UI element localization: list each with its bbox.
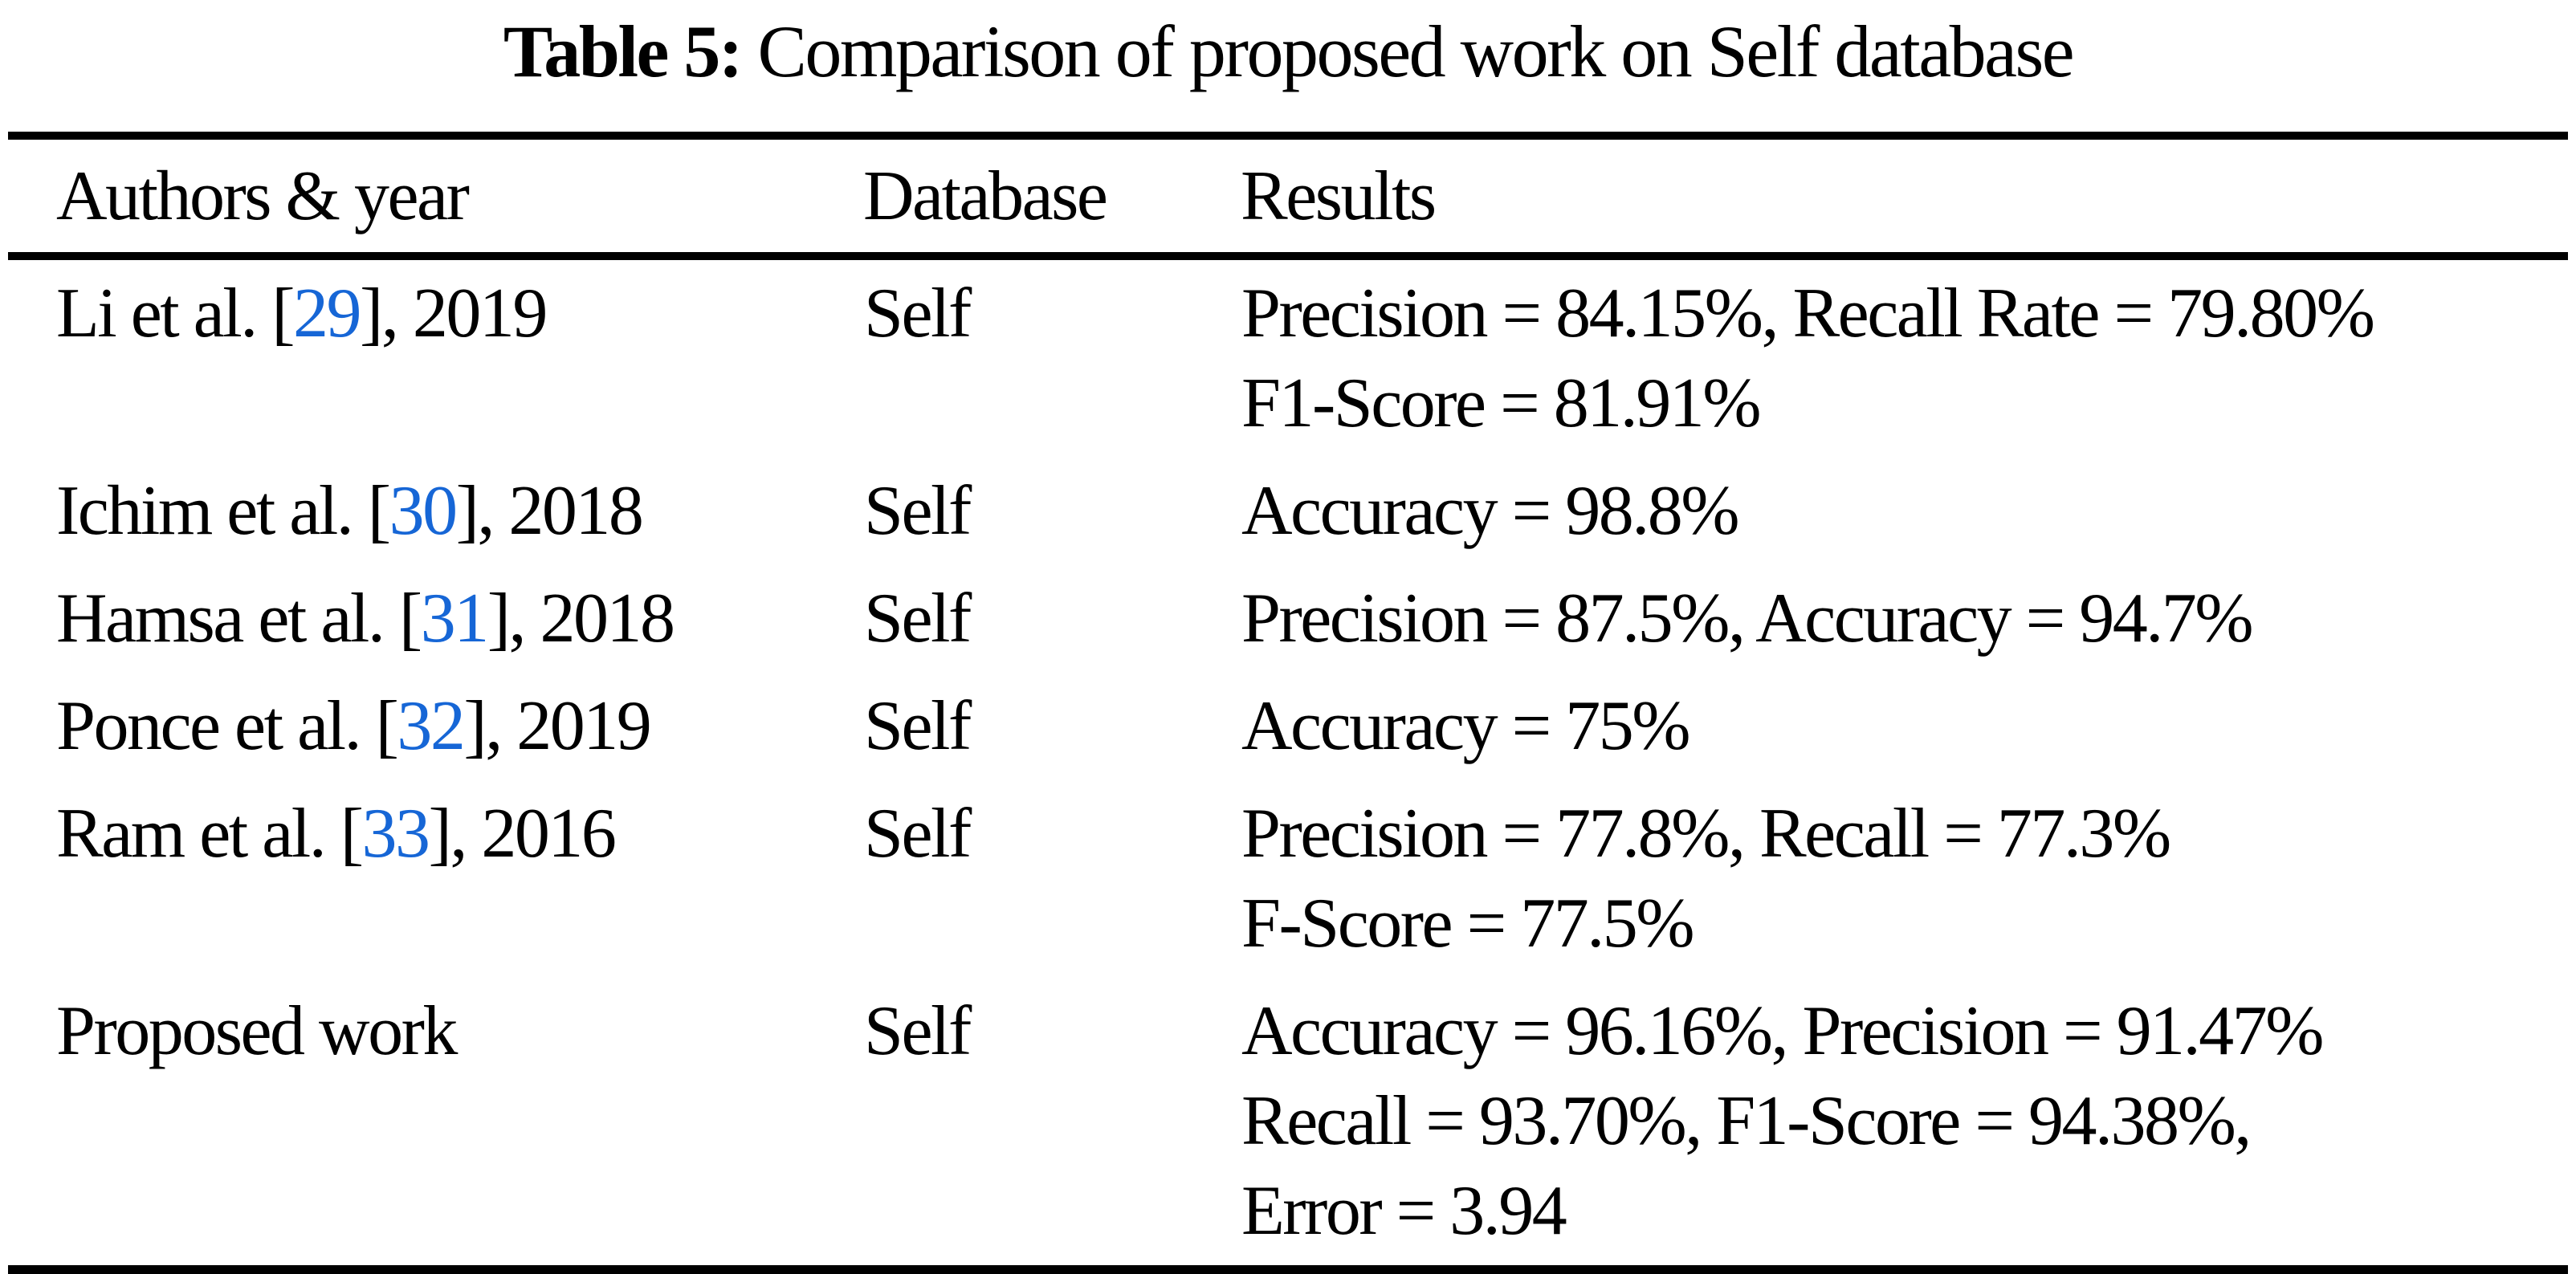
table-row: Ponce et al. [32], 2019 Self Accuracy = … — [8, 673, 2568, 780]
table-row: Ichim et al. [30], 2018 Self Accuracy = … — [8, 458, 2568, 565]
table-caption-label: Table 5: — [503, 10, 744, 92]
table-row: Ram et al. [33], 2016 Self Precision = 7… — [8, 780, 2568, 978]
authors-year-text: ], 2016 — [428, 795, 617, 873]
table-row: Li et al. [29], 2019 Self Precision = 84… — [8, 256, 2568, 458]
database-cell: Self — [864, 580, 972, 657]
citation-link[interactable]: 30 — [389, 472, 459, 550]
database-cell: Self — [864, 687, 972, 765]
result-line: Precision = 87.5%, Accuracy = 94.7% — [1241, 580, 2254, 657]
results-cell: Accuracy = 96.16%, Precision = 91.47% Re… — [1241, 978, 2568, 1270]
column-header-database: Database — [863, 136, 1241, 260]
authors-cell: Ram et al. [33], 2016 — [8, 780, 863, 978]
result-line: Recall = 93.70%, F1-Score = 94.38%, — [1241, 1082, 2252, 1160]
citation-link[interactable]: 31 — [420, 580, 490, 657]
database-cell: Self — [864, 992, 972, 1070]
citation-link[interactable]: 29 — [293, 275, 362, 352]
authors-cell: Ichim et al. [30], 2018 — [8, 458, 863, 565]
column-header-authors: Authors & year — [8, 136, 863, 260]
authors-text: Ram et al. [ — [56, 795, 364, 873]
table-caption: Table 5: Comparison of proposed work on … — [0, 0, 2576, 132]
comparison-table: Authors & year Database Results Li et al… — [8, 132, 2568, 1274]
results-cell: Accuracy = 98.8% — [1241, 458, 2568, 565]
column-header-results: Results — [1241, 136, 2568, 260]
authors-text: Proposed work — [56, 992, 458, 1070]
authors-cell: Proposed work — [8, 978, 863, 1270]
results-cell: Accuracy = 75% — [1241, 673, 2568, 780]
database-cell: Self — [864, 795, 972, 873]
header-row: Authors & year Database Results — [8, 136, 2568, 260]
table-row: Hamsa et al. [31], 2018 Self Precision =… — [8, 565, 2568, 673]
result-line: F1-Score = 81.91% — [1241, 364, 1762, 442]
authors-cell: Ponce et al. [32], 2019 — [8, 673, 863, 780]
result-line: Accuracy = 75% — [1241, 687, 1691, 765]
authors-text: Hamsa et al. [ — [56, 580, 422, 657]
database-cell: Self — [864, 275, 972, 352]
result-line: Precision = 84.15%, Recall Rate = 79.80% — [1241, 275, 2375, 352]
authors-cell: Li et al. [29], 2019 — [8, 256, 863, 458]
authors-text: Li et al. [ — [56, 275, 296, 352]
citation-link[interactable]: 32 — [397, 687, 466, 765]
result-line: Accuracy = 98.8% — [1241, 472, 1740, 550]
results-cell: Precision = 84.15%, Recall Rate = 79.80%… — [1241, 256, 2568, 458]
table-caption-text: Comparison of proposed work on Self data… — [757, 10, 2074, 92]
result-line: F-Score = 77.5% — [1241, 885, 1695, 963]
database-cell: Self — [864, 472, 972, 550]
authors-year-text: ], 2018 — [455, 472, 644, 550]
results-cell: Precision = 77.8%, Recall = 77.3% F-Scor… — [1241, 780, 2568, 978]
citation-link[interactable]: 33 — [361, 795, 431, 873]
results-cell: Precision = 87.5%, Accuracy = 94.7% — [1241, 565, 2568, 673]
authors-cell: Hamsa et al. [31], 2018 — [8, 565, 863, 673]
table-row: Proposed work Self Accuracy = 96.16%, Pr… — [8, 978, 2568, 1270]
authors-year-text: ], 2018 — [487, 580, 675, 657]
authors-year-text: ], 2019 — [360, 275, 548, 352]
result-line: Error = 3.94 — [1241, 1172, 1567, 1250]
result-line: Accuracy = 96.16%, Precision = 91.47% — [1241, 992, 2324, 1070]
authors-text: Ichim et al. [ — [56, 472, 391, 550]
authors-text: Ponce et al. [ — [56, 687, 399, 765]
result-line: Precision = 77.8%, Recall = 77.3% — [1241, 795, 2171, 873]
authors-year-text: ], 2019 — [463, 687, 651, 765]
